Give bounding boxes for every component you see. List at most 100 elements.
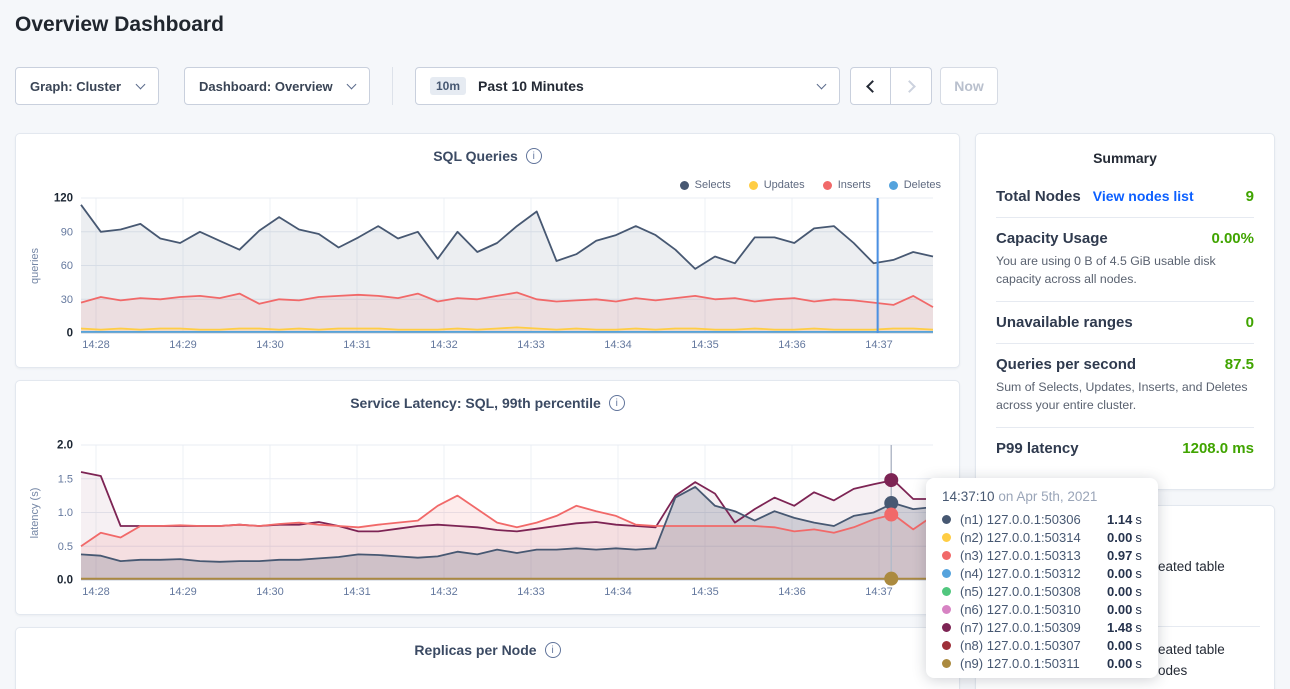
dashboard-dropdown[interactable]: Dashboard: Overview	[184, 67, 370, 105]
sql-queries-chart[interactable]: 14:2814:2914:3014:3114:3214:3314:3414:35…	[16, 192, 961, 367]
total-nodes-label: Total Nodes	[996, 188, 1081, 205]
tooltip-node-row: (n8) 127.0.0.1:503070.00s	[942, 636, 1146, 654]
legend-dot	[749, 181, 758, 190]
node-latency-value: 0.00	[1107, 638, 1132, 653]
tooltip-node-row: (n2) 127.0.0.1:503140.00s	[942, 528, 1146, 546]
event-text-fragment: eated table	[1158, 642, 1225, 657]
unavailable-ranges-value: 0	[1246, 314, 1254, 331]
legend-dot	[680, 181, 689, 190]
service-latency-title: Service Latency: SQL, 99th percentile	[350, 395, 601, 411]
time-range-label: Past 10 Minutes	[478, 78, 584, 94]
node-latency-unit: s	[1135, 566, 1142, 581]
tooltip-date: on Apr 5th, 2021	[998, 489, 1097, 504]
capacity-usage-description: You are using 0 B of 4.5 GiB usable disk…	[996, 252, 1254, 289]
tooltip-node-row: (n5) 127.0.0.1:503080.00s	[942, 582, 1146, 600]
node-color-dot	[942, 623, 951, 632]
prev-range-button[interactable]	[850, 67, 891, 105]
summary-panel: Summary Total Nodes View nodes list 9 Ca…	[975, 133, 1275, 490]
node-address: (n9) 127.0.0.1:50311	[960, 656, 1107, 671]
sql-queries-card: SQL Queries SelectsUpdatesInsertsDeletes…	[15, 133, 960, 368]
next-range-button[interactable]	[891, 67, 932, 105]
svg-text:14:31: 14:31	[343, 586, 371, 598]
chart-hover-tooltip: 14:37:10 on Apr 5th, 2021 (n1) 127.0.0.1…	[926, 478, 1158, 678]
node-address: (n8) 127.0.0.1:50307	[960, 638, 1107, 653]
tooltip-timestamp: 14:37:10 on Apr 5th, 2021	[942, 489, 1146, 504]
legend-item-inserts[interactable]: Inserts	[823, 179, 871, 191]
node-latency-unit: s	[1135, 512, 1142, 527]
svg-text:14:35: 14:35	[691, 586, 719, 598]
svg-text:14:30: 14:30	[256, 586, 284, 598]
svg-text:14:36: 14:36	[778, 339, 806, 351]
summary-unavailable-ranges: Unavailable ranges 0	[996, 301, 1254, 343]
svg-text:14:37: 14:37	[865, 339, 893, 351]
tooltip-node-row: (n6) 127.0.0.1:503100.00s	[942, 600, 1146, 618]
node-address: (n7) 127.0.0.1:50309	[960, 620, 1107, 635]
time-range-dropdown[interactable]: 10m Past 10 Minutes	[415, 67, 840, 105]
node-latency-unit: s	[1135, 620, 1142, 635]
svg-text:1.5: 1.5	[58, 473, 73, 485]
info-icon[interactable]	[609, 395, 625, 411]
info-icon[interactable]	[545, 642, 561, 658]
node-color-dot	[942, 551, 951, 560]
legend-label: Updates	[764, 179, 805, 191]
tooltip-node-row: (n7) 127.0.0.1:503091.48s	[942, 618, 1146, 636]
svg-text:90: 90	[61, 226, 73, 238]
node-latency-unit: s	[1135, 548, 1142, 563]
node-color-dot	[942, 641, 951, 650]
node-color-dot	[942, 569, 951, 578]
summary-total-nodes: Total Nodes View nodes list 9	[996, 176, 1254, 217]
unavailable-ranges-label: Unavailable ranges	[996, 314, 1133, 331]
capacity-usage-label: Capacity Usage	[996, 230, 1108, 247]
queries-per-second-label: Queries per second	[996, 356, 1136, 373]
page-title: Overview Dashboard	[15, 13, 224, 37]
svg-text:14:32: 14:32	[430, 586, 458, 598]
node-latency-unit: s	[1135, 656, 1142, 671]
view-nodes-list-link[interactable]: View nodes list	[1093, 188, 1194, 204]
node-latency-value: 0.97	[1107, 548, 1132, 563]
svg-text:0: 0	[67, 328, 73, 340]
svg-text:14:28: 14:28	[82, 339, 110, 351]
event-text-fragment: odes	[1158, 663, 1187, 678]
summary-capacity-usage: Capacity Usage 0.00% You are using 0 B o…	[996, 217, 1254, 301]
legend-dot	[823, 181, 832, 190]
graph-dropdown[interactable]: Graph: Cluster	[15, 67, 159, 105]
node-latency-value: 1.48	[1107, 620, 1132, 635]
now-button[interactable]: Now	[940, 67, 998, 105]
p99-latency-value: 1208.0 ms	[1182, 440, 1254, 457]
node-color-dot	[942, 659, 951, 668]
replicas-per-node-title: Replicas per Node	[414, 642, 536, 658]
legend-item-updates[interactable]: Updates	[749, 179, 805, 191]
summary-queries-per-second: Queries per second 87.5 Sum of Selects, …	[996, 343, 1254, 427]
node-latency-unit: s	[1135, 530, 1142, 545]
svg-text:0.0: 0.0	[57, 575, 73, 587]
service-latency-chart[interactable]: 14:2814:2914:3014:3114:3214:3314:3414:35…	[16, 439, 961, 614]
summary-title: Summary	[996, 150, 1254, 166]
node-color-dot	[942, 587, 951, 596]
toolbar-divider	[392, 67, 393, 105]
legend-item-deletes[interactable]: Deletes	[889, 179, 941, 191]
legend-item-selects[interactable]: Selects	[680, 179, 731, 191]
tooltip-node-row: (n9) 127.0.0.1:503110.00s	[942, 654, 1146, 672]
svg-text:120: 120	[54, 193, 73, 205]
event-text-fragment: eated table	[1158, 559, 1225, 574]
tooltip-node-row: (n1) 127.0.0.1:503061.14s	[942, 510, 1146, 528]
svg-text:14:37: 14:37	[865, 586, 893, 598]
service-latency-card: Service Latency: SQL, 99th percentile 14…	[15, 380, 960, 615]
node-address: (n4) 127.0.0.1:50312	[960, 566, 1107, 581]
svg-text:1.0: 1.0	[58, 507, 73, 519]
svg-text:latency (s): latency (s)	[29, 488, 41, 539]
svg-text:14:33: 14:33	[517, 586, 545, 598]
chevron-left-icon	[866, 80, 879, 93]
legend-dot	[889, 181, 898, 190]
node-latency-unit: s	[1135, 602, 1142, 617]
dashboard-dropdown-label: Dashboard: Overview	[199, 79, 338, 94]
info-icon[interactable]	[526, 148, 542, 164]
queries-per-second-value: 87.5	[1225, 356, 1254, 373]
sql-queries-legend: Selects Updates Inserts Deletes	[680, 179, 941, 191]
svg-text:14:31: 14:31	[343, 339, 371, 351]
svg-text:14:29: 14:29	[169, 339, 197, 351]
events-divider	[1158, 626, 1260, 627]
summary-p99-latency: P99 latency 1208.0 ms	[996, 427, 1254, 469]
time-nav-group	[850, 67, 932, 105]
node-latency-unit: s	[1135, 584, 1142, 599]
